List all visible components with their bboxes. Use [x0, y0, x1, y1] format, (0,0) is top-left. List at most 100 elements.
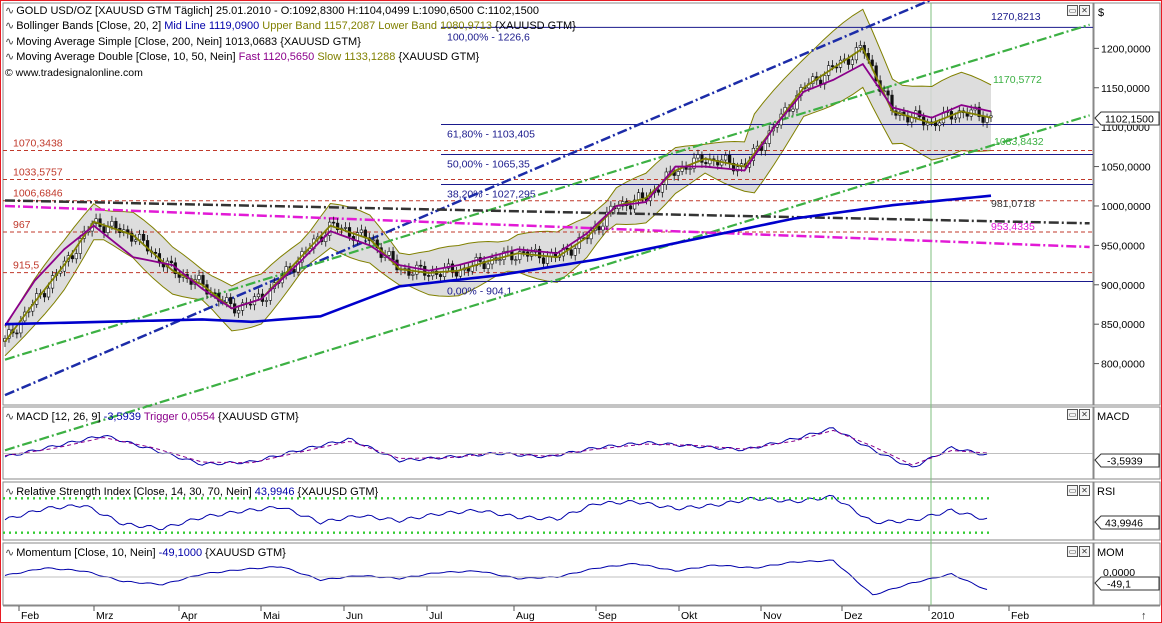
legend-title: ∿ GOLD USD/OZ [XAUUSD GTM Täglich] 25.01.…: [5, 4, 539, 18]
support-level-label: 915,5: [13, 260, 39, 272]
candle-body: [704, 162, 708, 165]
candle-body: [141, 233, 146, 241]
candle-body: [597, 225, 601, 231]
bollinger-mid-line: [4, 47, 992, 343]
candle-body: [656, 189, 660, 193]
mid-channel-trendline: [4, 23, 1090, 361]
legend-mad-fast: Fast 1120,5650: [238, 51, 315, 63]
scroll-up-arrow-icon[interactable]: ↑: [1141, 610, 1147, 622]
candle-body: [201, 275, 205, 285]
price-axis-tick-label: 1050,0000: [1101, 162, 1151, 174]
candle-body: [427, 275, 431, 277]
legend-mom: ∿ Momentum [Close, 10, Nein] -49,1000 {XA…: [5, 546, 286, 560]
time-axis-tick-label: Jul: [429, 610, 442, 622]
price-axis-bg: [1093, 2, 1161, 406]
macd-close-button[interactable]: ✕: [1079, 409, 1090, 420]
legend-website: © www.tradesignalonline.com: [5, 66, 143, 80]
trendline-value-label: 1083,8432: [994, 136, 1044, 148]
candle-body: [292, 268, 296, 273]
time-axis-tick-label: Mrz: [96, 610, 114, 622]
legend-macd-name: MACD [12, 26, 9]: [16, 411, 101, 423]
macd-minimize-button[interactable]: ▭: [1067, 409, 1078, 420]
candle-body: [15, 332, 19, 335]
candle-body: [407, 268, 411, 276]
time-axis-tick-label: Feb: [1011, 610, 1029, 622]
candle-body: [229, 297, 233, 305]
legend-macd-source: {XAUUSD GTM}: [218, 411, 299, 423]
fib-level-label: 0,00% - 904,1: [447, 286, 513, 298]
candle-body: [134, 239, 138, 242]
candle-body: [601, 225, 605, 231]
legend-mad-slow: Slow 1133,1288: [317, 51, 396, 63]
time-axis-tick-label: Dez: [844, 610, 863, 622]
trendline-value-label: 1170,5772: [993, 74, 1042, 86]
candle-body: [640, 192, 645, 199]
bollinger-upper-band: [4, 8, 992, 328]
macd-axis-header: MACD: [1097, 411, 1129, 423]
price-axis-header: $: [1098, 7, 1104, 19]
candle-body: [977, 106, 981, 117]
candle-body: [953, 117, 957, 120]
time-axis-tick-label: Aug: [516, 610, 535, 622]
candle-body: [114, 221, 118, 229]
price-close-button[interactable]: ✕: [1079, 5, 1090, 16]
mom-value-tag: -49,1: [1094, 576, 1160, 591]
candle-body: [248, 303, 253, 306]
upper-channel-trendline: [4, 1, 932, 397]
rsi-panel-bg: [2, 481, 1094, 541]
mom-close-button[interactable]: ✕: [1079, 546, 1090, 557]
candle-body: [763, 143, 767, 151]
legend-sma-name: Moving Average Simple [Close, 200, Nein]: [16, 36, 223, 48]
mom-minimize-button[interactable]: ▭: [1067, 546, 1078, 557]
time-axis-tick-label: Sep: [598, 610, 617, 622]
legend-title-text: GOLD USD/OZ [XAUUSD GTM Täglich] 25.01.2…: [16, 5, 540, 17]
candle-body: [419, 264, 423, 267]
resistance-trendline: [4, 199, 1090, 225]
candle-body: [415, 264, 419, 275]
mom-axis-header: MOM: [1097, 547, 1124, 559]
fib-level-label: 38,20% - 1027,295: [447, 188, 536, 200]
price-axis-tick-label: 1000,0000: [1101, 201, 1151, 213]
candle-body: [858, 45, 862, 48]
rsi-minimize-button[interactable]: ▭: [1067, 485, 1078, 496]
candle-body: [130, 232, 134, 242]
rsi-axis-bg: [1093, 481, 1161, 541]
legend-macd-value: -3,5939: [103, 411, 141, 423]
sma-200-line: [4, 194, 992, 326]
price-tag: 1102,1500: [1094, 111, 1160, 126]
rsi-rsi-line: [4, 494, 988, 531]
legend-sma-value: 1013,0683 {XAUUSD GTM}: [225, 36, 361, 48]
candle-body: [541, 257, 546, 264]
macd-value-tag-text: -3,5939: [1107, 456, 1143, 468]
indicator-wave-icon: ∿: [5, 411, 15, 423]
candle-body: [332, 221, 336, 224]
legend-bollinger-mid: Mid Line 1119,0900: [164, 20, 260, 32]
trendline-value-label: 981,0718: [991, 198, 1035, 210]
candle-body: [240, 302, 245, 311]
candle-body: [629, 205, 633, 210]
rsi-close-button[interactable]: ✕: [1079, 485, 1090, 496]
candle-body: [225, 297, 229, 303]
price-tag-text: 1102,1500: [1105, 114, 1154, 126]
candle-body: [498, 259, 502, 261]
candle-body: [46, 287, 51, 298]
fib-level-label: 50,00% - 1065,35: [447, 158, 530, 170]
candle-body: [981, 116, 985, 123]
legend-bollinger-lower: Lower Band 1080,9713: [378, 20, 493, 32]
legend-macd-trigger: Trigger 0,0554: [143, 411, 215, 423]
candle-body: [197, 275, 201, 280]
fast-moving-average-line: [4, 62, 992, 327]
legend-rsi-value: 43,9946: [254, 486, 295, 498]
candle-body: [545, 256, 550, 264]
lower-channel-trendline: [4, 114, 1090, 452]
time-axis-tick-label: Okt: [681, 610, 697, 622]
candle-body: [537, 248, 542, 259]
candle-body: [522, 251, 526, 253]
price-axis-tick-label: 800,0000: [1101, 359, 1145, 371]
price-axis-tick-label: 900,0000: [1101, 280, 1145, 292]
price-minimize-button[interactable]: ▭: [1067, 5, 1078, 16]
mom-value-tag-text: -49,1: [1107, 579, 1131, 591]
legend-mom-name: Momentum [Close, 10, Nein]: [16, 547, 156, 559]
trendline-value-label: 953,4335: [991, 221, 1035, 233]
